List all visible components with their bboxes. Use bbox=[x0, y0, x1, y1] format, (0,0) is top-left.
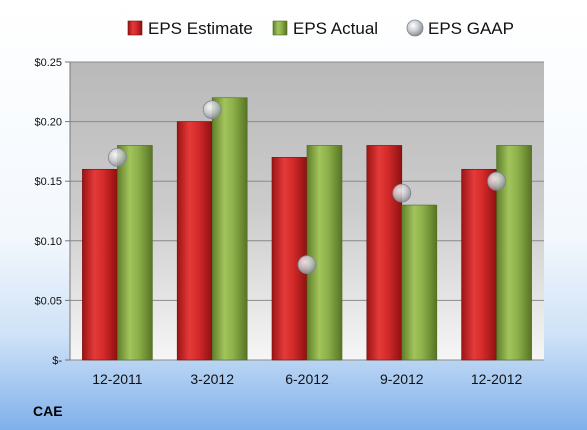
gaap-marker bbox=[487, 171, 507, 191]
category-label: 9-2012 bbox=[380, 371, 424, 387]
y-tick-label: $0.20 bbox=[34, 117, 62, 129]
category-label: 12-2011 bbox=[92, 371, 143, 387]
gaap-marker bbox=[297, 255, 317, 275]
category-label: 12-2012 bbox=[471, 371, 523, 387]
actual-bar bbox=[117, 145, 153, 361]
estimate-bar bbox=[176, 121, 213, 361]
legend-swatch-estimate bbox=[127, 20, 143, 36]
gaap-markers bbox=[108, 100, 507, 275]
category-label: 6-2012 bbox=[285, 371, 329, 387]
gaap-marker bbox=[202, 100, 222, 120]
estimate-bar bbox=[82, 168, 118, 361]
estimate-bar bbox=[366, 145, 403, 361]
y-tick-label: $0.10 bbox=[34, 236, 62, 248]
legend-swatch-actual bbox=[272, 20, 288, 36]
legend-label: EPS Estimate bbox=[148, 19, 253, 38]
ticker-label: CAE bbox=[33, 403, 63, 419]
y-tick-label: $0.15 bbox=[34, 176, 62, 188]
gaap-marker bbox=[392, 183, 412, 203]
x-axis: 12-2011 3-2012 6-2012 9-2012 12-2012 bbox=[92, 371, 522, 387]
y-tick-label: $0.25 bbox=[34, 57, 62, 69]
legend-label: EPS Actual bbox=[293, 19, 378, 38]
gaap-marker bbox=[108, 147, 127, 167]
legend-swatch-gaap bbox=[406, 19, 424, 37]
bars bbox=[82, 97, 532, 361]
legend-label: EPS GAAP bbox=[428, 19, 514, 38]
y-tick-label: $0.05 bbox=[34, 295, 62, 307]
actual-bar bbox=[401, 204, 438, 361]
y-tick-label: $- bbox=[52, 355, 62, 367]
y-axis: $- $0.05 $0.10 $0.15 $0.20 $0.25 bbox=[34, 57, 71, 367]
actual-bar bbox=[306, 145, 343, 361]
estimate-bar bbox=[461, 168, 497, 361]
actual-bar bbox=[211, 97, 248, 361]
legend: EPS Estimate EPS Actual EPS GAAP bbox=[127, 19, 514, 38]
category-label: 3-2012 bbox=[190, 371, 234, 387]
